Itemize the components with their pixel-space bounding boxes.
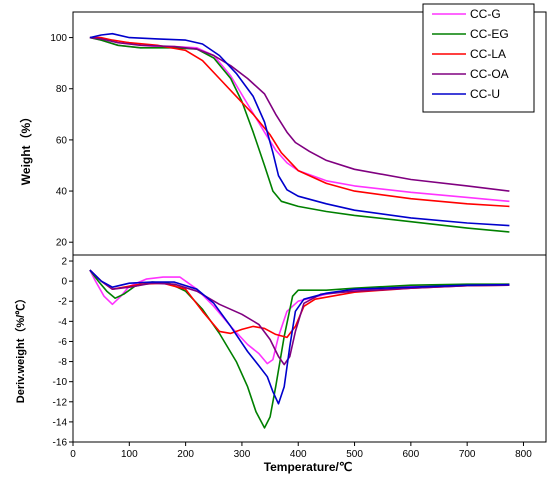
x-tick-label: 300 [234, 449, 251, 460]
x-tick-label: 500 [346, 449, 363, 460]
dtg-y-tick-label: -2 [58, 297, 67, 308]
legend-label-cc-u: CC-U [470, 87, 500, 101]
x-tick-label: 600 [403, 449, 420, 460]
tg-series-cc-oa [89, 36, 510, 192]
axis-layer: 0 100 200 300 400 500 600 700 80020406080100-16-… [50, 11, 547, 460]
dtg-y-tick-label: 0 [61, 277, 67, 288]
legend-label-cc-oa: CC-OA [470, 67, 509, 81]
legend-label-cc-g: CC-G [470, 7, 501, 21]
plot-layer [89, 32, 510, 429]
tg-series-cc-u [89, 32, 510, 227]
tg-y-tick-label: 20 [56, 238, 68, 249]
dtg-y-tick-label: 2 [61, 257, 67, 268]
x-tick-label: 800 [515, 449, 532, 460]
tg-y-tick-label: 80 [56, 84, 68, 95]
dtg-y-tick-label: -8 [58, 357, 67, 368]
dtg-series-cc-u [89, 269, 510, 405]
dtg-y-tick-label: -16 [53, 438, 68, 449]
legend-label-cc-la: CC-LA [470, 47, 506, 61]
x-tick-label: 100 [121, 449, 138, 460]
x-tick-label: 0 [70, 449, 76, 460]
x-tick-label: 700 [459, 449, 476, 460]
tg-y-tick-label: 60 [56, 135, 68, 146]
x-axis-title: Temperature/℃ [264, 460, 353, 474]
tg-y-axis-title: Weight（%） [18, 111, 33, 185]
tg-y-tick-label: 40 [56, 187, 68, 198]
dtg-y-tick-label: -12 [53, 397, 68, 408]
tg-series-cc-la [89, 36, 510, 208]
plot-frame [72, 11, 547, 443]
x-tick-label: 400 [290, 449, 307, 460]
dtg-y-axis-title: Deriv.weight（%/℃） [14, 293, 27, 403]
dtg-y-tick-label: -10 [53, 377, 68, 388]
legend-label-cc-eg: CC-EG [470, 27, 509, 41]
dtg-y-tick-label: -4 [58, 317, 67, 328]
dtg-y-tick-label: -14 [53, 417, 68, 428]
dtg-series-cc-eg [89, 269, 510, 429]
legend: CC-G CC-EG CC-LA CC-OA CC-U [422, 3, 535, 113]
x-tick-label: 200 [177, 449, 194, 460]
tg-y-tick-label: 100 [50, 33, 67, 44]
dtg-series-cc-la [89, 269, 510, 339]
dtg-y-tick-label: -6 [58, 337, 67, 348]
dtg-series-cc-oa [89, 269, 510, 366]
tg-series-cc-eg [89, 36, 510, 233]
